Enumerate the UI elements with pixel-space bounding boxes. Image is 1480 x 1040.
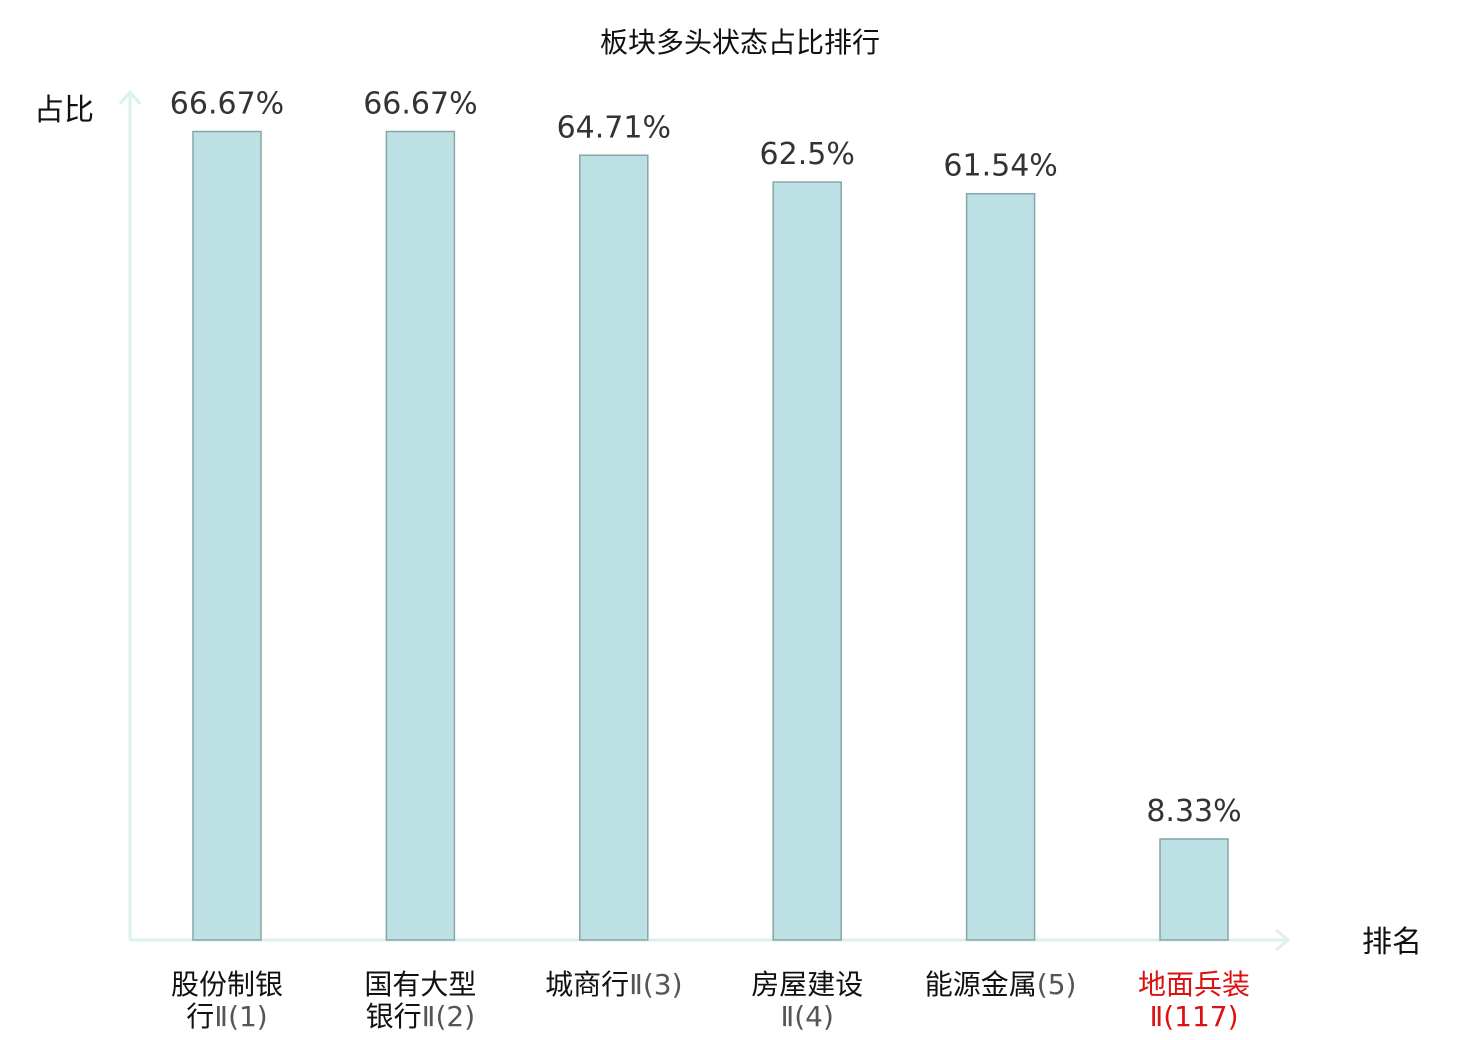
bar — [772, 181, 842, 941]
y-axis-label: 占比 — [34, 93, 94, 128]
x-tick-label-line: 股份制银 — [171, 968, 283, 1001]
x-tick-label: 房屋建设 Ⅱ(4) — [751, 968, 863, 1033]
x-tick-label: 地面兵装 Ⅱ(117) — [1138, 968, 1250, 1033]
category-labels-group: 股份制银行Ⅱ(1) 国有大型银行Ⅱ(2) 城商行Ⅱ(3) 房屋建设 Ⅱ(4) 能源金属(5… — [171, 968, 1250, 1033]
x-tick-label-line: 能源金属(5) — [925, 968, 1077, 1001]
x-axis-label: 排名 — [1362, 925, 1422, 960]
x-tick-label-line: 城商行Ⅱ(3) — [545, 968, 682, 1001]
x-tick-label-line: Ⅱ(4) — [780, 1000, 833, 1033]
chart-title: 板块多头状态占比排行 — [600, 26, 880, 59]
data-label: 61.54% — [943, 149, 1057, 184]
x-axis-arrow — [1275, 928, 1291, 952]
data-label: 64.71% — [557, 110, 671, 145]
x-tick-label-line: Ⅱ(117) — [1149, 1000, 1238, 1033]
y-axis-arrow — [118, 89, 142, 105]
bar — [965, 192, 1036, 941]
bar — [192, 130, 262, 941]
x-tick-label-line: 银行Ⅱ(2) — [366, 1000, 475, 1033]
x-tick-label: 股份制银行Ⅱ(1) — [171, 968, 283, 1033]
x-tick-label-line: 国有大型 — [364, 968, 476, 1001]
data-label: 8.33% — [1146, 794, 1241, 829]
x-tick-label: 城商行Ⅱ(3) — [545, 968, 682, 1001]
bar — [385, 130, 456, 941]
axes — [118, 89, 1291, 952]
bar — [579, 154, 649, 941]
data-label: 66.67% — [170, 87, 284, 122]
value-labels-group: 66.67% 66.67% 64.71% 62.5% 61.54% 8.33% — [170, 87, 1242, 829]
x-tick-label: 能源金属(5) — [925, 968, 1077, 1001]
x-tick-label: 国有大型银行Ⅱ(2) — [364, 968, 476, 1033]
data-label: 62.5% — [760, 137, 855, 172]
bars-group — [192, 130, 1229, 941]
x-tick-label-line: 房屋建设 — [751, 968, 863, 1001]
bar — [1159, 838, 1229, 941]
x-tick-label-line: 行Ⅱ(1) — [186, 1000, 267, 1033]
data-label: 66.67% — [363, 87, 477, 122]
x-tick-label-line: 地面兵装 — [1138, 968, 1250, 1001]
